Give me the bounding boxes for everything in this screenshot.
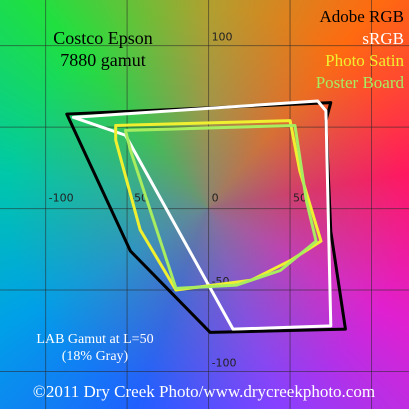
x-tick-label: 50 bbox=[293, 192, 307, 205]
x-tick-label: -100 bbox=[49, 192, 74, 205]
note: (18% Gray) bbox=[62, 349, 129, 364]
x-tick-label: 0 bbox=[212, 192, 219, 205]
legend-entry: sRGB bbox=[362, 29, 404, 48]
note: LAB Gamut at L=50 bbox=[36, 332, 153, 347]
gamut-outline bbox=[65, 101, 347, 334]
chart-title: Costco Epson bbox=[53, 28, 153, 48]
legend-entry: Poster Board bbox=[316, 73, 405, 92]
gamut-outline bbox=[114, 119, 323, 292]
chart-title: 7880 gamut bbox=[60, 50, 146, 70]
y-tick-label: -100 bbox=[212, 357, 237, 370]
gamut-outline bbox=[123, 123, 318, 290]
credit: ©2011 Dry Creek Photo/www.drycreekphoto.… bbox=[33, 382, 375, 401]
legend-entry: Photo Satin bbox=[325, 51, 404, 70]
legend-entry: Adobe RGB bbox=[319, 7, 404, 26]
y-tick-label: 100 bbox=[212, 31, 233, 44]
